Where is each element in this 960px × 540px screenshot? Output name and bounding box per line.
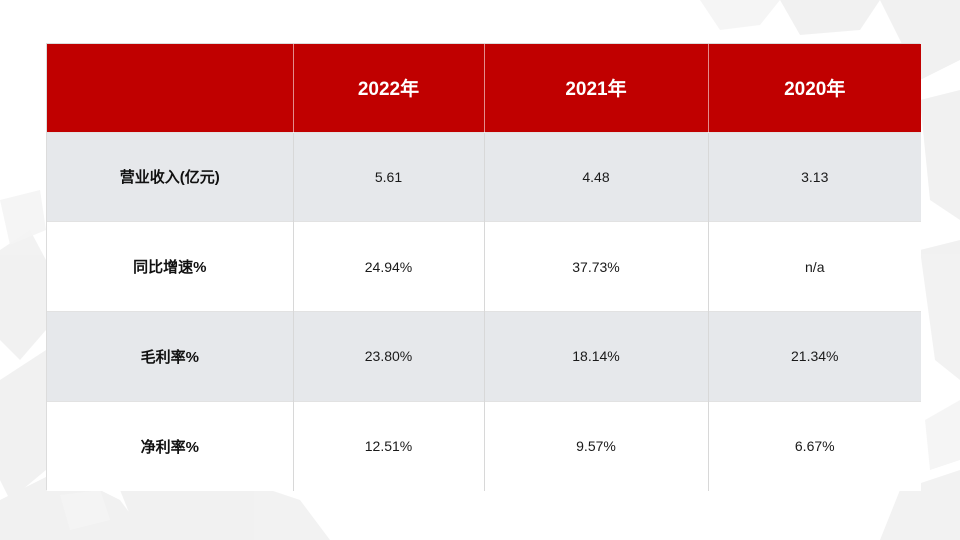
cell-gross-margin-2020: 21.34% (707, 311, 921, 402)
cell-net-margin-2022: 12.51% (292, 400, 484, 491)
cell-yoy-growth-2021: 37.73% (483, 221, 708, 312)
cell-gross-margin-2021: 18.14% (483, 311, 708, 402)
row-label-gross-margin: 毛利率% (47, 311, 293, 402)
header-year-2021: 2021年 (483, 44, 708, 132)
cell-yoy-growth-2020: n/a (707, 221, 921, 312)
cell-net-margin-2021: 9.57% (483, 400, 708, 491)
table-row-gross-margin: 毛利率% 23.80% 18.14% 21.34% (47, 311, 921, 402)
cell-revenue-2021: 4.48 (483, 131, 708, 222)
header-corner-cell (47, 44, 293, 132)
header-year-2020: 2020年 (707, 44, 921, 132)
row-label-net-margin: 净利率% (47, 400, 293, 491)
cell-revenue-2022: 5.61 (292, 131, 484, 222)
cell-gross-margin-2022: 23.80% (292, 311, 484, 402)
cell-yoy-growth-2022: 24.94% (292, 221, 484, 312)
row-label-revenue: 营业收入(亿元) (47, 131, 293, 222)
row-label-yoy-growth: 同比增速% (47, 221, 293, 312)
table-row-yoy-growth: 同比增速% 24.94% 37.73% n/a (47, 221, 921, 312)
table-header-row: 2022年 2021年 2020年 (47, 44, 921, 132)
cell-revenue-2020: 3.13 (707, 131, 921, 222)
header-year-2022: 2022年 (292, 44, 484, 132)
table-row-net-margin: 净利率% 12.51% 9.57% 6.67% (47, 400, 921, 491)
cell-net-margin-2020: 6.67% (707, 400, 921, 491)
financial-summary-table: 2022年 2021年 2020年 营业收入(亿元) 5.61 4.48 3.1… (46, 43, 921, 491)
table-row-revenue: 营业收入(亿元) 5.61 4.48 3.13 (47, 131, 921, 222)
